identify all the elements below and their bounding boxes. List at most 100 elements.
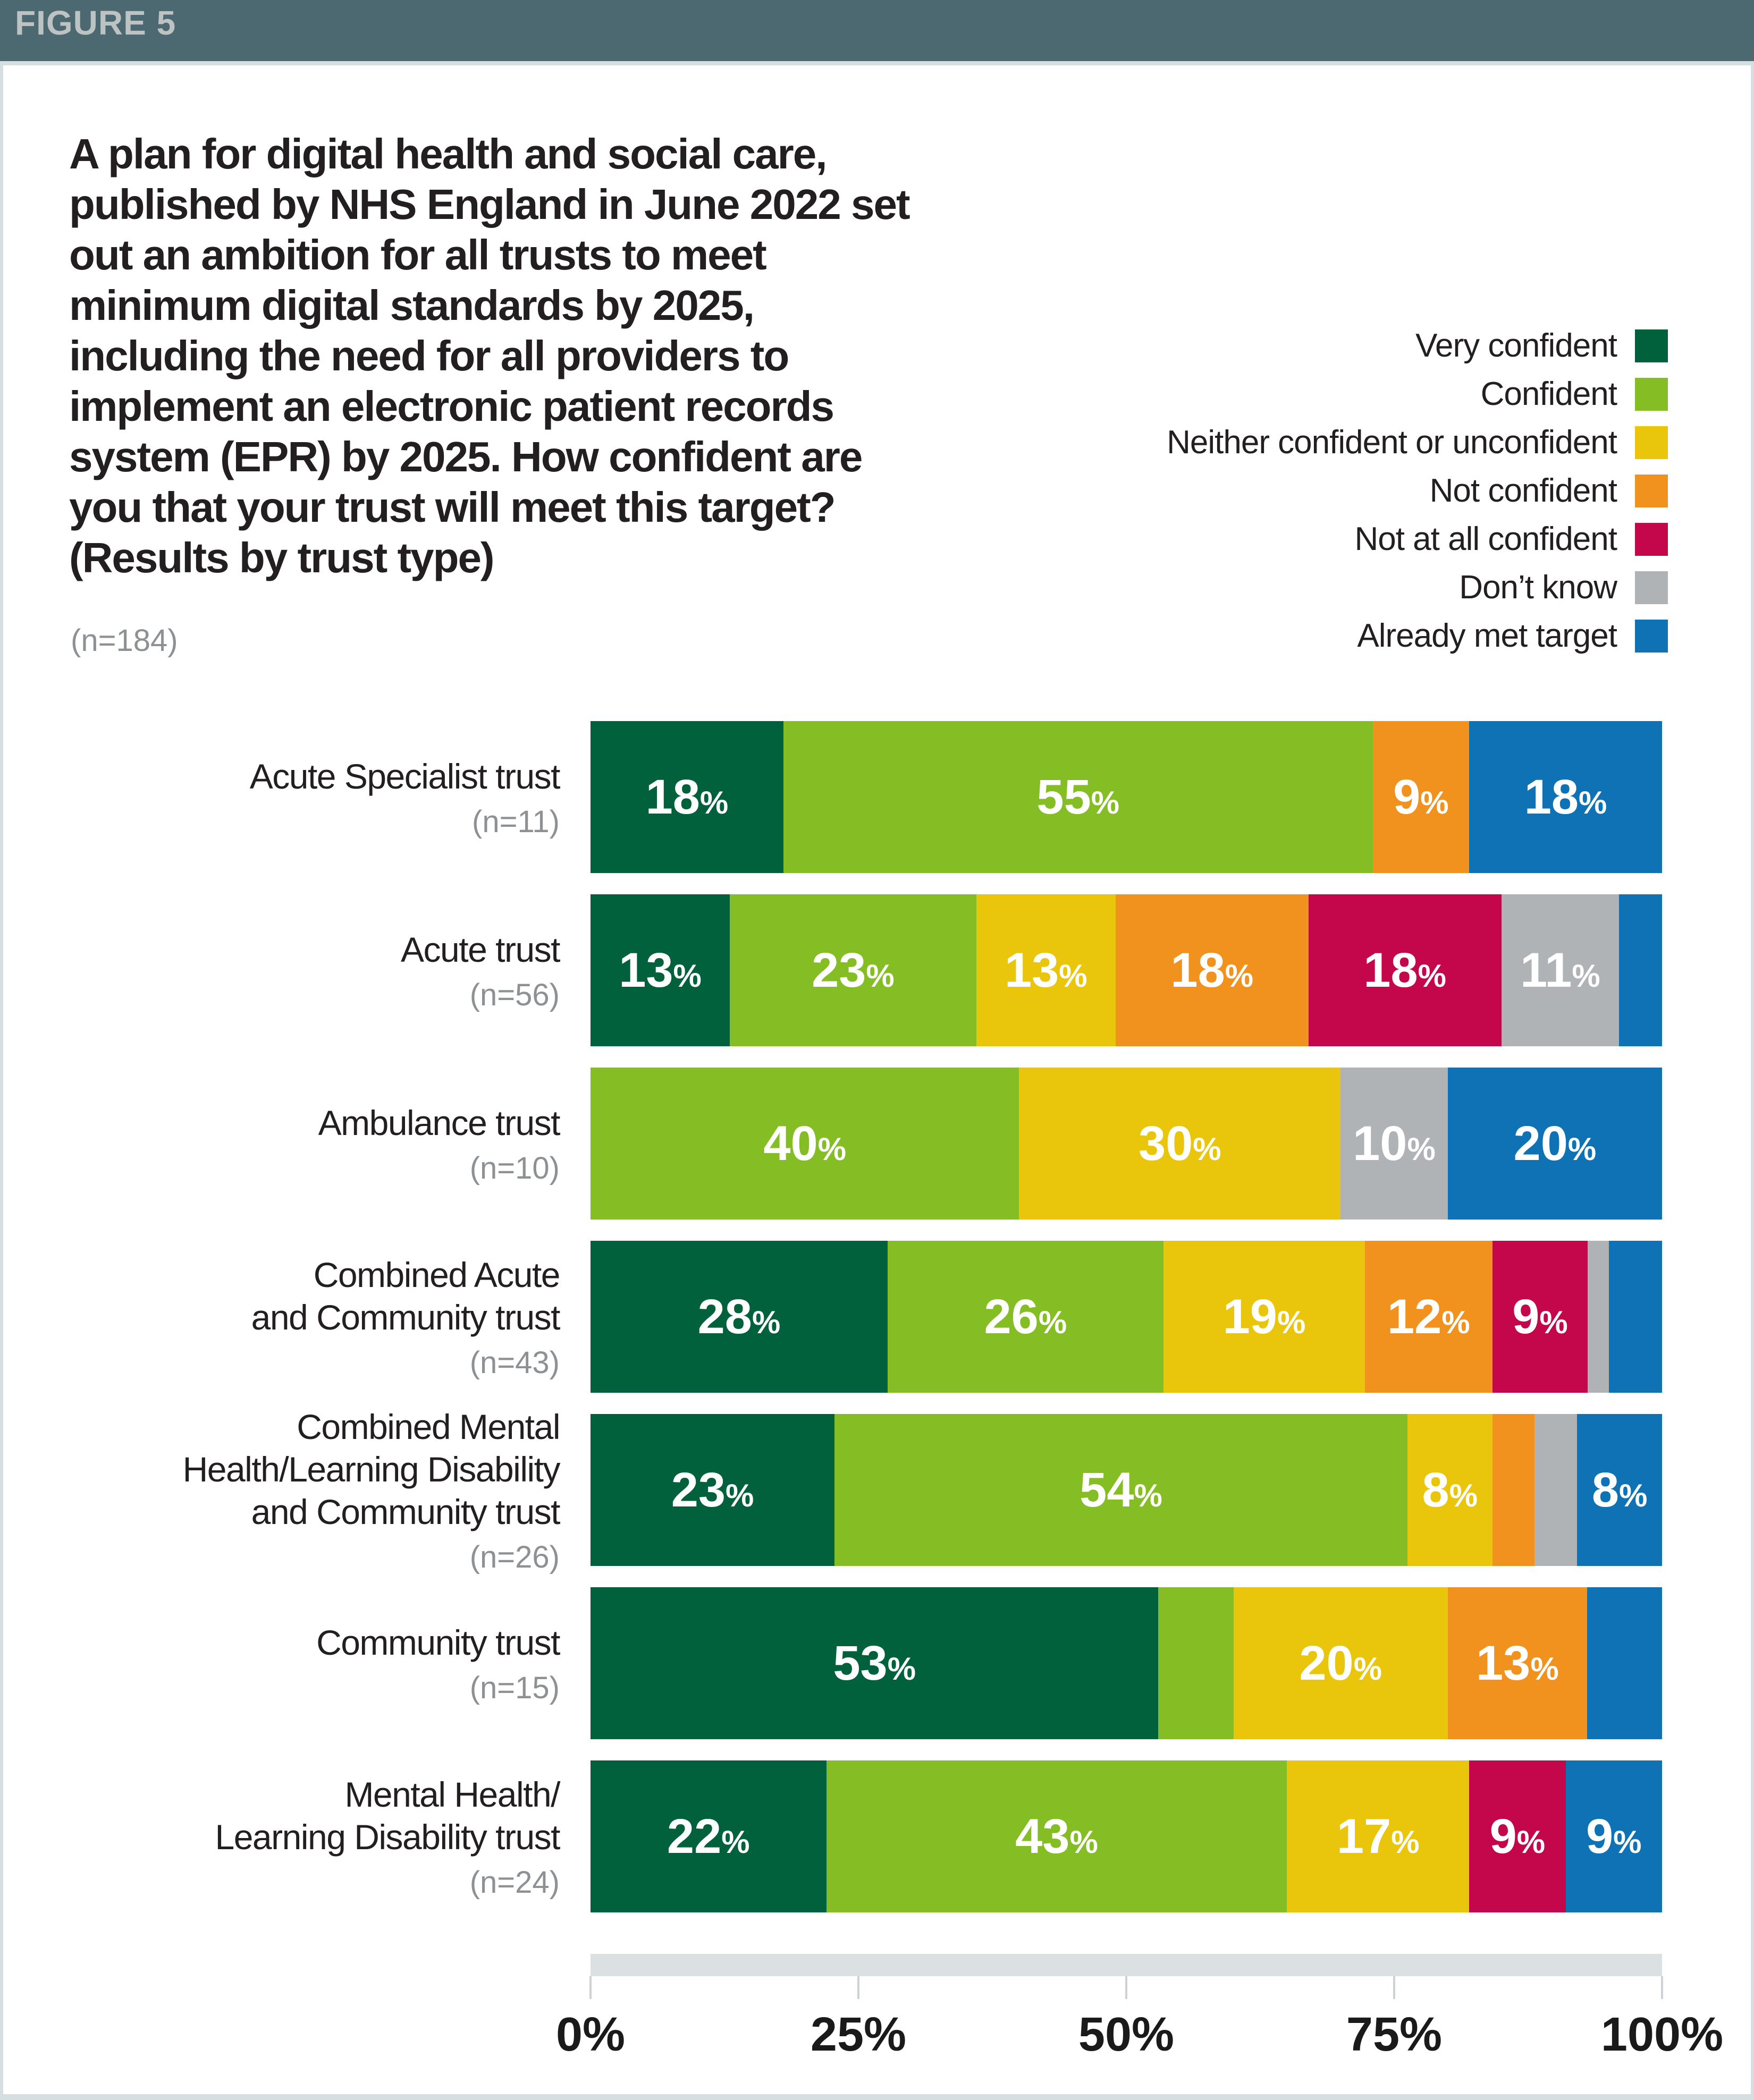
bar-segment-label: 8% [1592,1462,1648,1518]
bar-segment-value: 43 [1015,1809,1070,1864]
percent-sign: % [1134,1477,1162,1513]
stacked-bar: 40% 30% 10% 20% [591,1068,1662,1220]
percent-sign: % [1441,1304,1470,1340]
percent-sign: % [752,1304,781,1340]
percent-sign: % [726,1477,754,1513]
row-label-block: Acute trust (n=56) [0,894,560,1046]
header-divider [0,61,1754,65]
row-n-label: (n=11) [472,804,560,839]
percent-sign: % [1567,1131,1597,1167]
row-label: Combined Acute and Community trust [251,1255,561,1337]
legend-item-label: Very confident [1415,327,1617,364]
row-n-label: (n=10) [469,1150,560,1186]
bar-segment-label: 18% [646,769,729,825]
bar-segment-label: 20% [1299,1636,1382,1691]
bar-segment-value: 19 [1222,1289,1277,1344]
bar-segment-value: 54 [1080,1462,1134,1517]
legend-item-label: Already met target [1357,617,1617,654]
bar-segment [1158,1587,1234,1739]
x-axis-labels: 0% 25% 50% 75% 100% [556,2008,1723,2061]
bar-segment: 11% [1501,894,1620,1046]
percent-sign: % [1407,1131,1436,1167]
bar-segment: 18% [1115,894,1309,1046]
bar-segment-value: 12 [1387,1289,1442,1344]
percent-sign: % [1516,1824,1546,1860]
bar-segment [1609,1241,1662,1393]
row-label: Ambulance trust [318,1103,561,1142]
bar-segment: 43% [826,1760,1287,1912]
bar-segment-label: 18% [1524,769,1607,825]
bar-segment: 40% [591,1068,1019,1220]
stacked-bar: 13% 23% 13% 18% 18% 11% [591,894,1662,1046]
bar-segment [1587,1587,1663,1739]
stacked-bar: 23% 54% 8% 8% [591,1414,1663,1566]
bar-segment-label: 18% [1170,943,1253,998]
x-axis-tick-label: 0% [555,2008,626,2061]
row-label: Combined Mental Health/Learning Disabili… [182,1407,561,1531]
bar-segment-label: 9% [1490,1809,1546,1865]
bar-segment-value: 18 [1170,943,1225,997]
bar-segment-value: 8 [1422,1462,1449,1517]
bar-segment: 13% [976,894,1116,1046]
bar-segment: 26% [887,1241,1163,1393]
bar-segment-value: 20 [1299,1636,1354,1690]
bar-segment-label: 9% [1586,1809,1642,1865]
bar-row: Community trust (n=15) 53% 20% 13% [0,1587,1754,1760]
bar-segment-label: 11% [1520,943,1600,998]
row-label: Mental Health/ Learning Disability trust [215,1774,561,1857]
bar-segment: 13% [591,894,730,1046]
bar-segment: 20% [1233,1587,1448,1739]
frame-edge-right [1751,65,1754,2100]
percent-sign: % [1391,1824,1420,1860]
bar-segment-label: 13% [1005,943,1087,998]
bar-segment: 23% [730,894,976,1046]
bar-segment: 20% [1447,1068,1662,1220]
bar-segment: 9% [1469,1760,1566,1912]
percent-sign: % [699,784,729,820]
bar-segment: 9% [1372,721,1470,873]
bar-segment-value: 8 [1591,1462,1620,1517]
x-axis-tick-label: 100% [1600,2008,1724,2061]
bar-segment-label: 28% [698,1289,781,1345]
row-n-label: (n=26) [469,1539,560,1574]
x-axis-tick [1125,1976,1127,1999]
bar-segment: 18% [591,721,783,873]
legend-item: Neither confident or unconfident [1167,418,1668,467]
bar-segment-label: 12% [1387,1289,1470,1345]
bar-segment: 9% [1492,1241,1588,1393]
percent-sign: % [1449,1477,1478,1513]
legend-item: Confident [1167,370,1668,418]
bar-row: Combined Mental Health/Learning Disabili… [0,1407,1754,1587]
legend-item: Not at all confident [1167,515,1668,563]
legend-item: Already met target [1167,612,1668,660]
percent-sign: % [1619,1477,1648,1513]
bar-segment-value: 20 [1513,1116,1568,1171]
legend-swatch [1635,522,1668,556]
bar-segment: 28% [591,1241,888,1393]
bar-segment-value: 9 [1512,1289,1540,1344]
percent-sign: % [721,1824,750,1860]
legend-swatch [1635,571,1668,604]
bar-segment-label: 30% [1139,1116,1221,1172]
bar-segment-label: 18% [1363,943,1446,998]
x-axis-band [591,1954,1662,1976]
percent-sign: % [1091,784,1120,820]
percent-sign: % [1579,784,1607,820]
bar-segment: 55% [783,721,1373,873]
bar-segment-label: 54% [1080,1462,1162,1518]
legend-item: Very confident [1167,321,1668,370]
bar-segment-label: 17% [1337,1809,1420,1865]
bar-segment-value: 22 [667,1809,722,1864]
bar-segment: 13% [1447,1587,1587,1739]
x-axis-tick [1393,1976,1395,1999]
percent-sign: % [1420,784,1449,820]
percent-sign: % [1059,958,1087,994]
bar-segment: 10% [1340,1068,1448,1220]
bar-segment-label: 53% [833,1636,916,1691]
legend-swatch [1635,377,1668,411]
bar-segment-label: 8% [1422,1462,1478,1518]
bar-segment: 54% [834,1414,1407,1566]
bar-segment-label: 13% [1476,1636,1559,1691]
frame-edge-left [0,65,3,2100]
row-n-label: (n=24) [469,1865,560,1900]
